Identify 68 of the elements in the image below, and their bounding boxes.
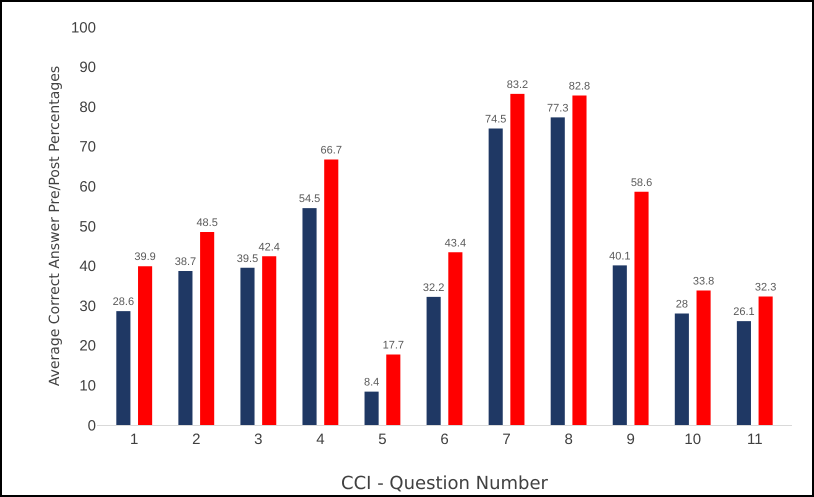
bar bbox=[448, 252, 462, 425]
data-label: 39.5 bbox=[236, 252, 258, 265]
data-label: 42.4 bbox=[258, 241, 280, 254]
bar bbox=[696, 290, 711, 425]
bar bbox=[324, 160, 338, 425]
x-tick-label: 5 bbox=[378, 431, 387, 448]
y-tick-label: 60 bbox=[79, 178, 96, 196]
bar bbox=[758, 296, 773, 425]
x-tick-label: 6 bbox=[440, 431, 449, 448]
data-label: 17.7 bbox=[382, 340, 404, 352]
x-tick-label: 3 bbox=[254, 431, 263, 448]
data-label: 54.5 bbox=[298, 193, 320, 206]
x-tick-label: 4 bbox=[316, 431, 325, 448]
data-label: 66.7 bbox=[320, 144, 342, 157]
bar bbox=[116, 311, 130, 425]
x-axis-title: CCI - Question Number bbox=[341, 473, 549, 494]
bar bbox=[302, 208, 317, 425]
data-label: 77.3 bbox=[547, 102, 568, 114]
y-axis-title: Average Correct Answer Pre/Post Percentages bbox=[47, 66, 63, 386]
bar bbox=[612, 265, 627, 425]
x-tick-label: 9 bbox=[626, 431, 635, 448]
x-tick-label: 2 bbox=[192, 431, 200, 448]
data-label: 82.8 bbox=[568, 80, 590, 92]
bar bbox=[178, 270, 192, 425]
x-tick-label: 1 bbox=[130, 431, 138, 448]
bar bbox=[736, 321, 751, 425]
y-tick-label: 80 bbox=[79, 98, 96, 116]
y-tick-label: 0 bbox=[88, 417, 96, 434]
x-tick-label: 10 bbox=[684, 431, 702, 448]
data-label: 58.6 bbox=[630, 176, 652, 189]
bar bbox=[364, 392, 379, 425]
bar bbox=[138, 266, 152, 425]
y-tick-label: 40 bbox=[79, 258, 96, 276]
data-label: 38.7 bbox=[174, 256, 196, 268]
bar bbox=[386, 354, 400, 425]
y-tick-label: 70 bbox=[79, 138, 96, 156]
data-label: 8.4 bbox=[364, 376, 380, 389]
data-label: 32.2 bbox=[422, 282, 444, 294]
bar bbox=[674, 314, 689, 425]
y-tick-label: 20 bbox=[79, 338, 96, 355]
bar bbox=[426, 296, 441, 425]
x-tick-label: 7 bbox=[502, 431, 511, 448]
data-label: 39.9 bbox=[134, 251, 156, 264]
bar bbox=[240, 268, 255, 425]
data-label: 40.1 bbox=[609, 250, 631, 262]
x-tick-label: 8 bbox=[564, 431, 573, 448]
y-tick-label: 10 bbox=[79, 377, 96, 394]
data-label: 74.5 bbox=[484, 113, 506, 126]
bar bbox=[634, 192, 649, 425]
data-label: 28.6 bbox=[112, 296, 134, 308]
data-label: 48.5 bbox=[196, 216, 218, 229]
x-tick-label: 11 bbox=[746, 431, 763, 448]
bar bbox=[510, 94, 524, 425]
y-tick-label: 100 bbox=[70, 19, 96, 36]
bar bbox=[200, 232, 214, 425]
data-label: 43.4 bbox=[444, 237, 466, 250]
bar bbox=[572, 95, 587, 425]
y-tick-label: 90 bbox=[79, 59, 96, 76]
bar bbox=[550, 117, 565, 425]
data-label: 26.1 bbox=[733, 306, 755, 318]
bar bbox=[488, 128, 503, 425]
y-tick-label: 50 bbox=[79, 218, 96, 236]
data-label: 32.3 bbox=[754, 281, 776, 294]
y-tick-label: 30 bbox=[79, 298, 96, 315]
bar bbox=[262, 256, 276, 425]
data-label: 28 bbox=[676, 298, 688, 311]
data-label: 33.8 bbox=[692, 275, 714, 288]
data-label: 83.2 bbox=[506, 78, 528, 91]
